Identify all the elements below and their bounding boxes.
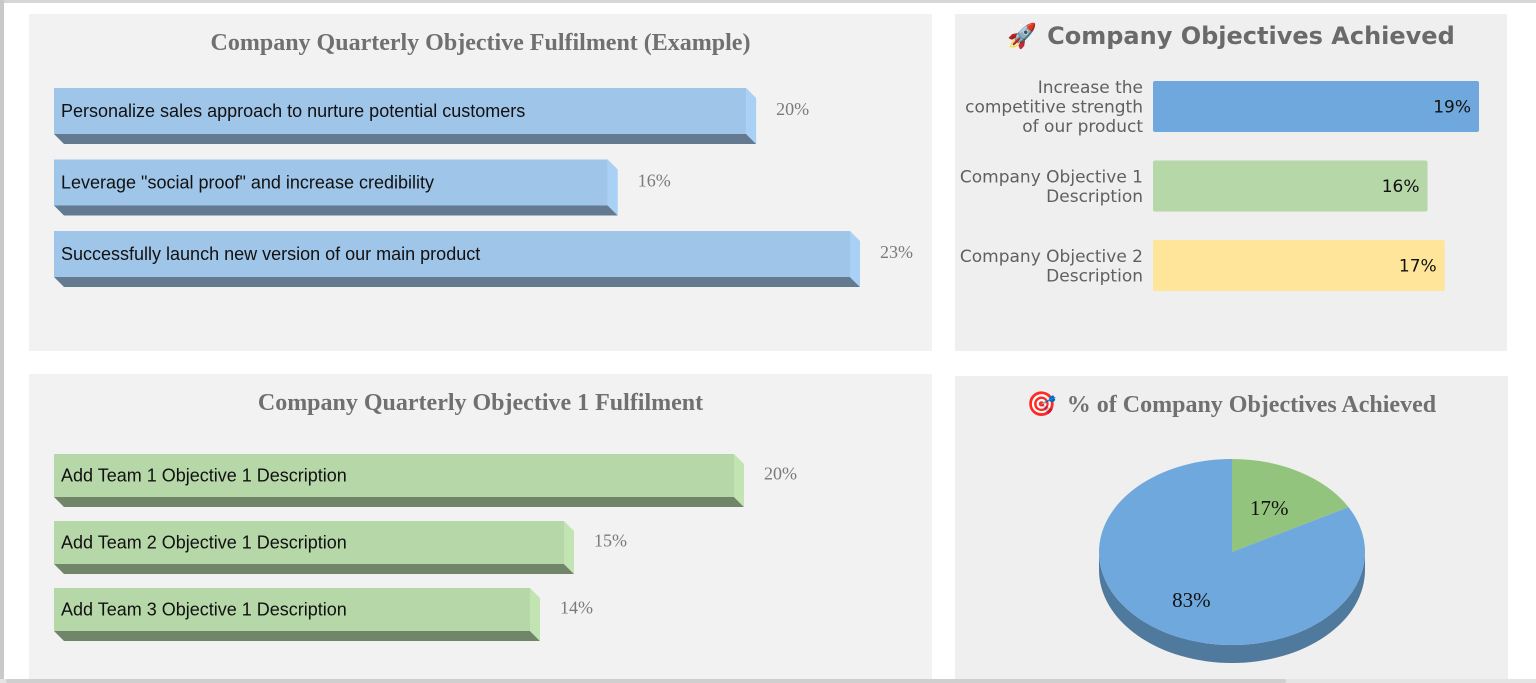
bar-front-face [54,454,734,497]
bar: Add Team 3 Objective 1 Description 14% [54,588,593,641]
bar-side-face [564,521,574,574]
bar-front-face [54,159,608,206]
bar-bottom-face [54,564,574,574]
bar-side-face [530,588,540,641]
bar-front-face [54,588,530,631]
value-label: 20% [764,464,797,484]
bar-rect [1153,240,1445,291]
category-label-line: Company Objective 2 [960,247,1143,267]
rocket-icon: 🚀 [1007,22,1038,50]
category-label-line: Company Objective 1 [960,167,1143,187]
value-label: 14% [560,598,593,618]
bar-label: Add Team 2 Objective 1 Description [61,533,347,553]
pie-side-face [1099,552,1365,663]
bar-rect [1153,81,1479,132]
category-label: Increase the competitive strength of our p… [965,78,1143,137]
chart-panel-objective-1-fulfilment: Company Quarterly Objective 1 Fulfilment… [29,374,932,679]
bar-bottom-face [54,631,540,641]
chart-panel-percent-objectives-achieved: 🎯 % of Company Objectives Achieved 17% 83% [955,376,1508,679]
category-label-line: of our product [1022,117,1143,137]
bar-label: Successfully launch new version of our m… [61,244,480,264]
bar-front-face [54,231,850,277]
bar-side-face [734,454,744,507]
pie-chart-objectives-achieved: 17% 83% [1099,459,1365,663]
value-label: 16% [1382,177,1420,197]
bar: Add Team 2 Objective 1 Description 15% [54,521,627,574]
value-label: 23% [880,242,913,262]
value-label: 15% [594,531,627,551]
bar-front-face [54,88,747,134]
bar-label: Add Team 3 Objective 1 Description [61,600,347,620]
chart-title: 🎯 % of Company Objectives Achieved [955,390,1508,419]
bar: Increase the competitive strength of our p… [965,78,1479,137]
bar-bottom-face [54,134,757,144]
bar: Add Team 1 Objective 1 Description 20% [54,454,797,507]
bar: Personalize sales approach to nurture po… [54,88,809,144]
bar-rect [1153,160,1428,212]
bar: Leverage "social proof" and increase cre… [54,159,671,216]
pie-slice [1099,459,1365,645]
bar-side-face [607,159,618,216]
bar-front-face [54,521,564,564]
category-label-line: competitive strength [965,98,1143,118]
bar-label: Add Team 1 Objective 1 Description [61,466,347,486]
value-label: 20% [776,99,809,119]
value-label: 19% [1433,98,1471,118]
chart-title: Company Quarterly Objective 1 Fulfilment [257,390,704,416]
target-icon: 🎯 [1026,392,1057,418]
pie-slice [1232,459,1349,552]
chart-title: 🚀 Company Objectives Achieved [955,22,1507,50]
bar-side-face [746,88,757,144]
window-left-border [0,0,4,683]
bar: Company Objective 1 Description 16% [960,160,1428,212]
bar-label: Personalize sales approach to nurture po… [61,101,525,121]
bar: Successfully launch new version of our m… [54,231,913,287]
bar-chart-fulfilment-example: Personalize sales approach to nurture po… [54,88,913,287]
bar-chart-objectives-achieved: Increase the competitive strength of our p… [960,78,1479,291]
chart-panel-objectives-achieved: 🚀 Company Objectives Achieved Increase th… [955,14,1507,351]
bar-label: Leverage "social proof" and increase cre… [61,173,434,193]
slice-label: 17% [1250,496,1289,520]
category-label-line: Increase the [1038,78,1143,98]
chart-title-text: Company Objectives Achieved [1047,22,1455,50]
bar-side-face [850,231,860,287]
category-label-line: Description [1046,187,1143,207]
window-top-border [0,0,1536,3]
bar-bottom-face [54,277,860,287]
category-label-line: Description [1046,266,1143,286]
bar-chart-objective-1-fulfilment: Add Team 1 Objective 1 Description 20%Add… [54,454,797,641]
bar-bottom-face [54,205,618,216]
value-label: 17% [1399,257,1437,277]
chart-title-text: % of Company Objectives Achieved [1066,392,1437,418]
bar-bottom-face [54,497,744,507]
horizontal-scrollbar[interactable] [6,679,1286,683]
category-label: Company Objective 1 Description [960,167,1143,207]
chart-title: Company Quarterly Objective Fulfilment (… [210,30,751,56]
slice-label: 83% [1172,588,1211,612]
bar: Company Objective 2 Description 17% [960,240,1445,291]
chart-panel-objective-fulfilment-example: Company Quarterly Objective Fulfilment (… [29,14,932,351]
category-label: Company Objective 2 Description [960,247,1143,287]
value-label: 16% [638,171,671,191]
